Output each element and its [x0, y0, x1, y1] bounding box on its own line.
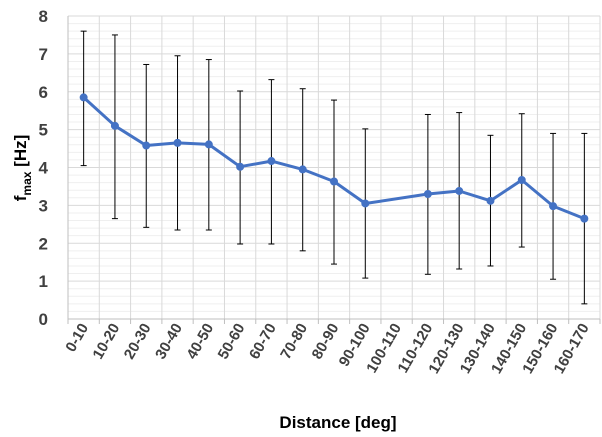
y-tick-label: 3 — [39, 196, 48, 215]
y-tick-label: 7 — [39, 45, 48, 64]
x-tick-label: 0-10 — [62, 321, 92, 356]
x-tick-label: 20-30 — [121, 321, 155, 363]
data-point — [517, 175, 526, 184]
x-tick-label: 10-20 — [89, 321, 123, 363]
data-point — [142, 141, 151, 150]
data-point — [298, 165, 307, 174]
x-tick-label: 70-80 — [277, 321, 311, 363]
y-tick-label: 1 — [39, 272, 48, 291]
data-point — [455, 186, 464, 195]
x-tick-label: 50-60 — [215, 321, 249, 363]
x-tick-label: 30-40 — [152, 321, 186, 363]
y-tick-label: 8 — [39, 7, 48, 26]
y-tick-label: 2 — [39, 234, 48, 253]
y-axis-title-main: f — [11, 195, 30, 201]
data-point — [423, 190, 432, 199]
y-axis-title: fmax [Hz] — [11, 135, 34, 202]
data-point — [110, 121, 119, 130]
x-axis-title: Distance [deg] — [279, 413, 396, 432]
x-tick-labels: 0-1010-2020-3030-4040-5050-6060-7070-808… — [62, 321, 592, 377]
axes — [67, 16, 601, 324]
data-point — [204, 140, 213, 149]
data-point — [486, 196, 495, 205]
data-point — [79, 93, 88, 102]
data-point — [267, 157, 276, 166]
y-tick-label: 4 — [39, 159, 49, 178]
y-tick-label: 0 — [39, 310, 48, 329]
y-tick-label: 6 — [39, 83, 48, 102]
data-points — [79, 93, 589, 223]
y-tick-labels: 0 1 2 3 4 5 6 7 8 — [39, 7, 49, 329]
series-line — [82, 95, 586, 221]
data-point — [549, 202, 558, 211]
data-point — [330, 177, 338, 186]
data-point — [580, 214, 589, 223]
data-point — [236, 162, 245, 171]
series-polyline — [82, 95, 586, 221]
data-point — [361, 199, 370, 208]
y-axis-title-subscript: max — [20, 171, 34, 195]
x-tick-label: 80-90 — [309, 321, 343, 363]
x-tick-label: 40-50 — [183, 321, 217, 363]
y-tick-label: 5 — [39, 121, 48, 140]
data-point — [173, 138, 182, 147]
y-axis-title-unit: [Hz] — [11, 135, 30, 172]
x-tick-label: 60-70 — [246, 321, 280, 363]
